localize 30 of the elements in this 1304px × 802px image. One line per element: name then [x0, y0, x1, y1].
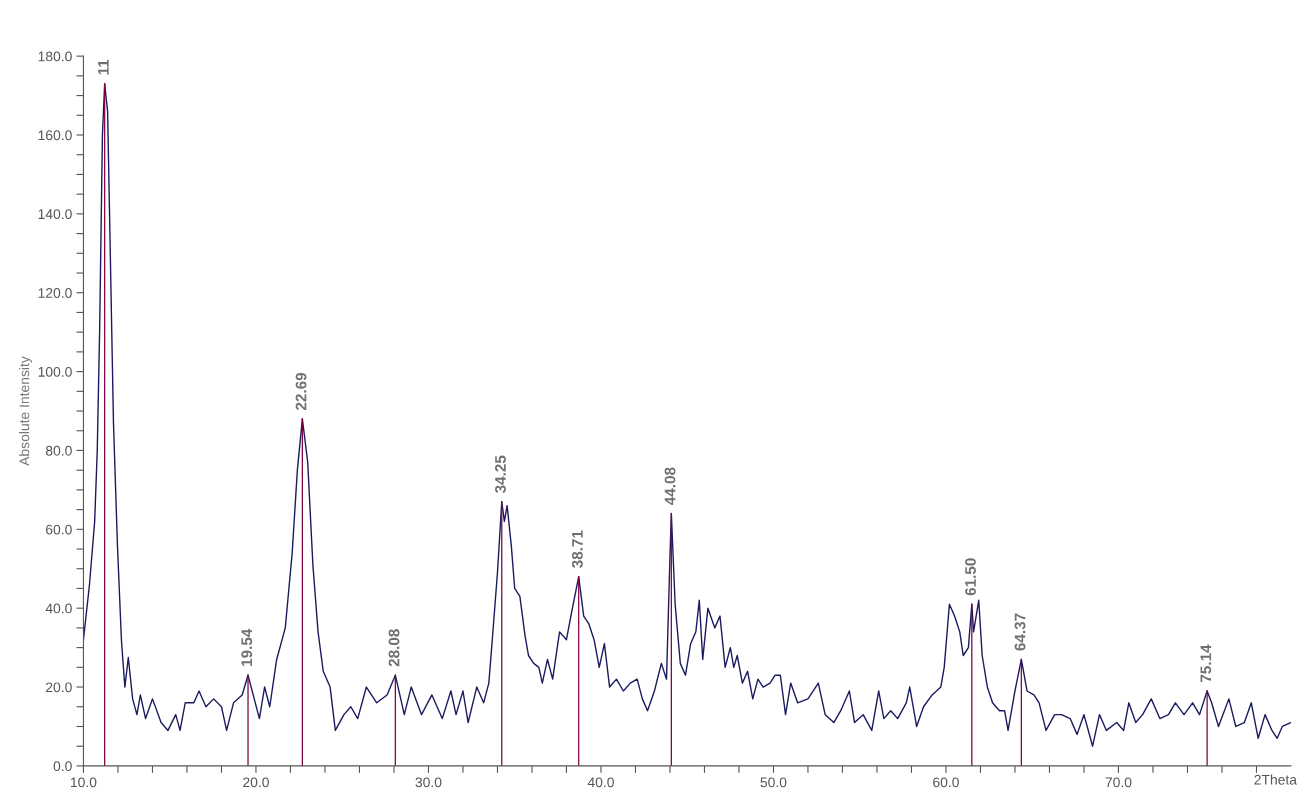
y-tick-label: 80.0 — [45, 445, 72, 456]
y-axis-title: Absolute Intensity — [19, 356, 33, 466]
x-tick-label: 60.0 — [933, 777, 959, 788]
ref-line-label: 22.69 — [295, 372, 307, 411]
x-tick-label: 70.0 — [1105, 777, 1132, 788]
ref-line-label: 28.08 — [388, 629, 400, 667]
ref-line-label: 19.54 — [241, 628, 253, 666]
ref-line-label: 11 — [98, 59, 109, 75]
y-tick-label: 140.0 — [38, 209, 72, 220]
ref-line-label: 34.25 — [495, 455, 506, 494]
x-tick-label: 10.0 — [71, 777, 97, 788]
y-tick-label: 180.0 — [38, 51, 72, 62]
y-tick-label: 20.0 — [46, 682, 72, 693]
y-tick-label: 0.0 — [53, 761, 72, 772]
y-tick-label: 40.0 — [45, 603, 72, 614]
ref-line-label: 44.08 — [664, 467, 676, 505]
ref-line-label: 75.14 — [1200, 644, 1212, 682]
line-series — [83, 83, 1291, 747]
y-tick-label: 160.0 — [38, 130, 72, 141]
x-tick-label: 40.0 — [587, 777, 614, 788]
y-tick-label: 100.0 — [38, 366, 72, 377]
y-tick-label: 120.0 — [38, 288, 72, 298]
x-tick-label: 20.0 — [243, 777, 269, 788]
x-tick-label: 50.0 — [760, 777, 787, 788]
ref-line-label: 38.71 — [571, 530, 583, 568]
ref-line-label: 61.50 — [965, 558, 976, 596]
x-tick-label: 30.0 — [415, 777, 442, 788]
y-tick-label: 60.0 — [46, 524, 72, 535]
x-axis-title: 2Theta — [1254, 774, 1297, 785]
ref-line-label: 64.37 — [1014, 613, 1026, 651]
